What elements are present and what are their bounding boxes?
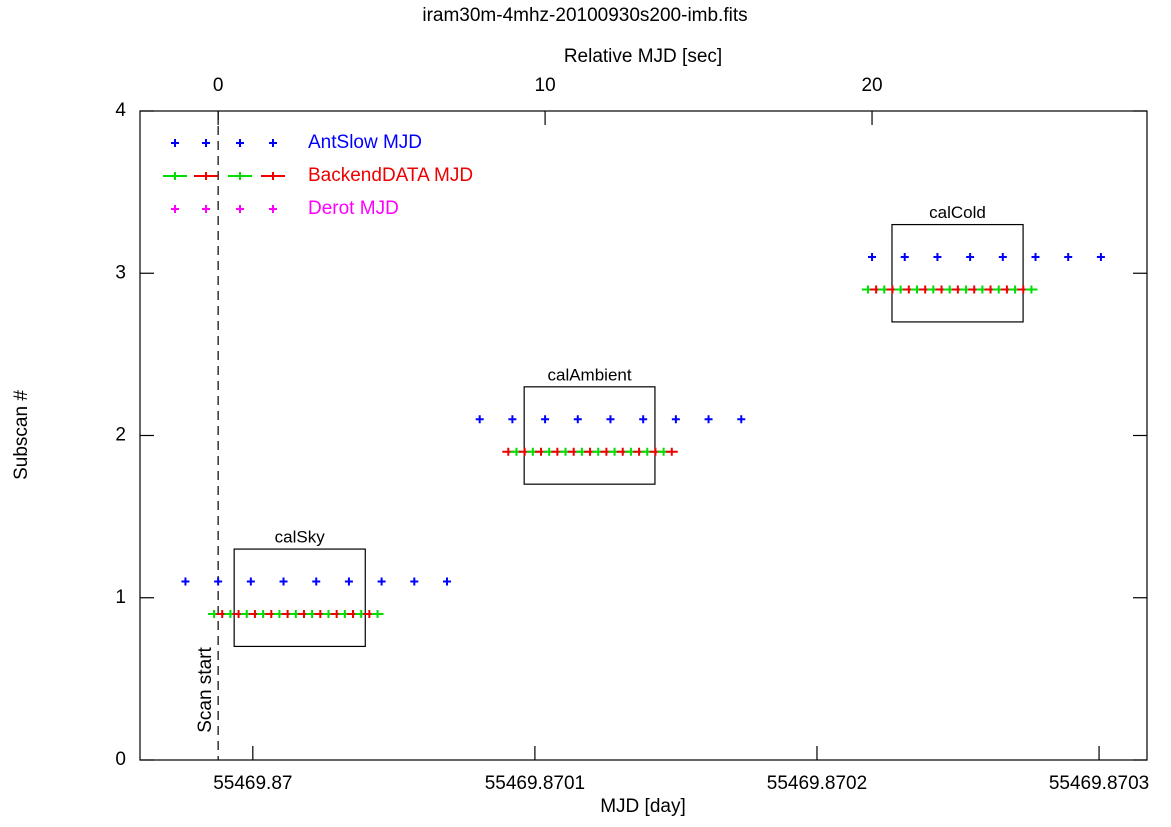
- point: [606, 415, 615, 424]
- top-tick-label: 10: [535, 75, 556, 96]
- legend-marker: [163, 172, 187, 180]
- legend-marker: [202, 139, 210, 147]
- annotation-box: [523, 386, 656, 485]
- y-axis-label: Subscan #: [11, 390, 32, 480]
- point: [181, 577, 190, 586]
- legend-marker: [202, 205, 210, 213]
- legend-marker: [236, 139, 244, 147]
- y-tick-label: 0: [115, 749, 126, 770]
- legend-marker: [228, 172, 252, 180]
- point: [900, 253, 909, 262]
- y-tick-label: 2: [115, 425, 126, 446]
- scan-start-label: Scan start: [195, 647, 216, 733]
- point: [868, 253, 877, 262]
- y-tick-label: 1: [115, 587, 126, 608]
- point: [1096, 253, 1105, 262]
- chart-title: iram30m-4mhz-20100930s200-imb.fits: [422, 5, 747, 26]
- annotation-label: calSky: [275, 528, 326, 547]
- top-tick-label: 0: [213, 75, 224, 96]
- point: [246, 577, 255, 586]
- point: [671, 415, 680, 424]
- y-tick-label: 4: [115, 100, 126, 121]
- point: [933, 253, 942, 262]
- legend-label: Derot MJD: [308, 198, 399, 219]
- point: [1031, 253, 1040, 262]
- point: [966, 253, 975, 262]
- point: [573, 415, 582, 424]
- point: [443, 577, 452, 586]
- legend-marker: [269, 139, 277, 147]
- point: [998, 253, 1007, 262]
- top-axis-label: Relative MJD [sec]: [564, 46, 722, 67]
- legend-marker: [236, 205, 244, 213]
- point: [508, 415, 517, 424]
- point: [279, 577, 288, 586]
- point: [377, 577, 386, 586]
- x-tick-label: 55469.87: [213, 773, 292, 794]
- point: [371, 609, 384, 618]
- legend-label: BackendDATA MJD: [308, 165, 473, 186]
- legend-label: AntSlow MJD: [308, 132, 422, 153]
- annotation-box: [891, 223, 1024, 323]
- legend-marker: [261, 172, 285, 180]
- annotation-label: calAmbient: [547, 365, 631, 384]
- x-axis-label: MJD [day]: [600, 796, 686, 817]
- point: [639, 415, 648, 424]
- point: [344, 577, 353, 586]
- point: [541, 415, 550, 424]
- point: [1064, 253, 1073, 262]
- x-tick-label: 55469.8701: [485, 773, 585, 794]
- annotation-box: [233, 548, 366, 648]
- plot-frame: [139, 110, 1148, 761]
- point: [704, 415, 713, 424]
- y-tick-label: 3: [115, 262, 126, 283]
- x-tick-label: 55469.8703: [1049, 773, 1149, 794]
- annotation-label: calCold: [929, 203, 986, 222]
- legend-marker: [171, 139, 179, 147]
- point: [410, 577, 419, 586]
- point: [475, 415, 484, 424]
- point: [737, 415, 746, 424]
- point: [312, 577, 321, 586]
- point: [665, 447, 678, 456]
- point: [1025, 285, 1038, 294]
- x-tick-label: 55469.8702: [767, 773, 867, 794]
- point: [214, 577, 223, 586]
- legend-marker: [171, 205, 179, 213]
- legend-marker: [269, 205, 277, 213]
- top-tick-label: 20: [861, 75, 882, 96]
- legend-marker: [194, 172, 218, 180]
